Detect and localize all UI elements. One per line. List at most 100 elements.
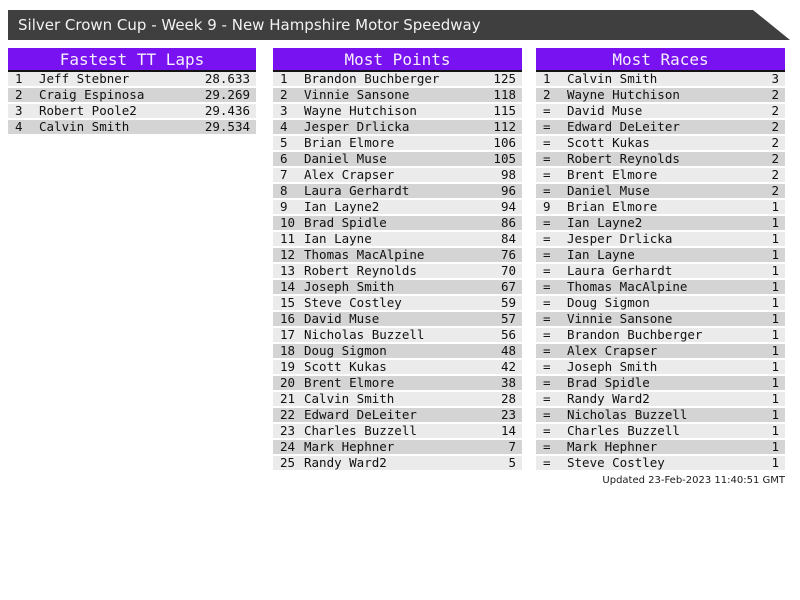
row-driver-name: Brent Elmore [567, 168, 658, 182]
row-value: 28.633 [204, 71, 250, 86]
row-value: 94 [500, 199, 516, 214]
row-value: 76 [500, 247, 516, 262]
row-value: 14 [500, 423, 516, 438]
table-row: 9 Brian Elmore 1 [536, 200, 785, 216]
row-driver-name: Thomas MacAlpine [567, 280, 688, 294]
row-driver-name: Craig Espinosa [39, 88, 145, 102]
row-rank: 9 [543, 199, 551, 214]
row-value: 1 [771, 247, 779, 262]
row-rank: = [543, 167, 551, 182]
row-driver-name: Ian Layne [567, 248, 635, 262]
table-row: = Joseph Smith 1 [536, 360, 785, 376]
row-rank: 3 [280, 103, 288, 118]
row-driver-name: Vinnie Sansone [304, 88, 410, 102]
row-value: 1 [771, 375, 779, 390]
row-value: 3 [771, 71, 779, 86]
row-value: 1 [771, 295, 779, 310]
row-rank: = [543, 407, 551, 422]
table-row: 2 Wayne Hutchison 2 [536, 88, 785, 104]
row-rank: 17 [280, 327, 296, 342]
row-rank: = [543, 183, 551, 198]
row-driver-name: Brian Elmore [567, 200, 658, 214]
row-rank: 9 [280, 199, 288, 214]
row-driver-name: Brian Elmore [304, 136, 395, 150]
row-value: 56 [500, 327, 516, 342]
row-value: 96 [500, 183, 516, 198]
table-row: 7 Alex Crapser 98 [273, 168, 522, 184]
row-value: 2 [771, 167, 779, 182]
row-rank: = [543, 215, 551, 230]
table-row: 14 Joseph Smith 67 [273, 280, 522, 296]
table-row: 22 Edward DeLeiter 23 [273, 408, 522, 424]
row-value: 1 [771, 263, 779, 278]
row-rank: = [543, 119, 551, 134]
table-row: 19 Scott Kukas 42 [273, 360, 522, 376]
row-rank: 20 [280, 375, 296, 390]
row-driver-name: Randy Ward2 [567, 392, 650, 406]
row-value: 29.436 [204, 103, 250, 118]
table-row: = Robert Reynolds 2 [536, 152, 785, 168]
row-driver-name: Jesper Drlicka [567, 232, 673, 246]
row-value: 28 [500, 391, 516, 406]
row-value: 2 [771, 135, 779, 150]
row-value: 1 [771, 311, 779, 326]
row-driver-name: Nicholas Buzzell [567, 408, 688, 422]
row-rank: 22 [280, 407, 296, 422]
table-row: = Edward DeLeiter 2 [536, 120, 785, 136]
row-driver-name: Scott Kukas [567, 136, 650, 150]
table-fastest-tt-laps: Fastest TT Laps 1 Jeff Stebner 28.633 2 Crai… [8, 48, 256, 136]
row-value: 38 [500, 375, 516, 390]
row-driver-name: Ian Layne2 [567, 216, 643, 230]
row-value: 23 [500, 407, 516, 422]
row-rank: 7 [280, 167, 288, 182]
row-value: 86 [500, 215, 516, 230]
row-driver-name: Robert Poole2 [39, 104, 137, 118]
table-row: 24 Mark Hephner 7 [273, 440, 522, 456]
updated-timestamp: Updated 23-Feb-2023 11:40:51 GMT [602, 475, 785, 486]
row-value: 70 [500, 263, 516, 278]
row-driver-name: Laura Gerhardt [304, 184, 410, 198]
row-driver-name: Laura Gerhardt [567, 264, 673, 278]
row-driver-name: Jesper Drlicka [304, 120, 410, 134]
table-row: = Randy Ward2 1 [536, 392, 785, 408]
table-row: 1 Brandon Buchberger 125 [273, 72, 522, 88]
table-row: = Brad Spidle 1 [536, 376, 785, 392]
table-row: 25 Randy Ward2 5 [273, 456, 522, 472]
row-driver-name: Brent Elmore [304, 376, 395, 390]
row-value: 1 [771, 391, 779, 406]
row-value: 59 [500, 295, 516, 310]
row-rank: = [543, 455, 551, 470]
row-value: 106 [493, 135, 516, 150]
row-driver-name: Brandon Buchberger [567, 328, 703, 342]
row-rank: 21 [280, 391, 296, 406]
row-value: 1 [771, 407, 779, 422]
table-row: 12 Thomas MacAlpine 76 [273, 248, 522, 264]
table-row: 21 Calvin Smith 28 [273, 392, 522, 408]
row-driver-name: Daniel Muse [567, 184, 650, 198]
table-row: = Alex Crapser 1 [536, 344, 785, 360]
row-value: 1 [771, 327, 779, 342]
table-row: = Nicholas Buzzell 1 [536, 408, 785, 424]
row-driver-name: Edward DeLeiter [567, 120, 680, 134]
row-rank: 15 [280, 295, 296, 310]
row-value: 112 [493, 119, 516, 134]
table-row: 16 David Muse 57 [273, 312, 522, 328]
row-driver-name: Steve Costley [304, 296, 402, 310]
table-row: = Laura Gerhardt 1 [536, 264, 785, 280]
row-driver-name: Robert Reynolds [304, 264, 417, 278]
row-rank: = [543, 231, 551, 246]
table-row: = Daniel Muse 2 [536, 184, 785, 200]
title-bar: Silver Crown Cup - Week 9 - New Hampshir… [8, 10, 790, 40]
table-row: 6 Daniel Muse 105 [273, 152, 522, 168]
row-rank: = [543, 359, 551, 374]
row-value: 1 [771, 455, 779, 470]
row-rank: 3 [15, 103, 23, 118]
table-row: = Brent Elmore 2 [536, 168, 785, 184]
row-rank: 13 [280, 263, 296, 278]
table-row: 20 Brent Elmore 38 [273, 376, 522, 392]
row-driver-name: Thomas MacAlpine [304, 248, 425, 262]
table-row: = Mark Hephner 1 [536, 440, 785, 456]
table-row: 13 Robert Reynolds 70 [273, 264, 522, 280]
row-driver-name: Calvin Smith [39, 120, 130, 134]
row-rank: 8 [280, 183, 288, 198]
